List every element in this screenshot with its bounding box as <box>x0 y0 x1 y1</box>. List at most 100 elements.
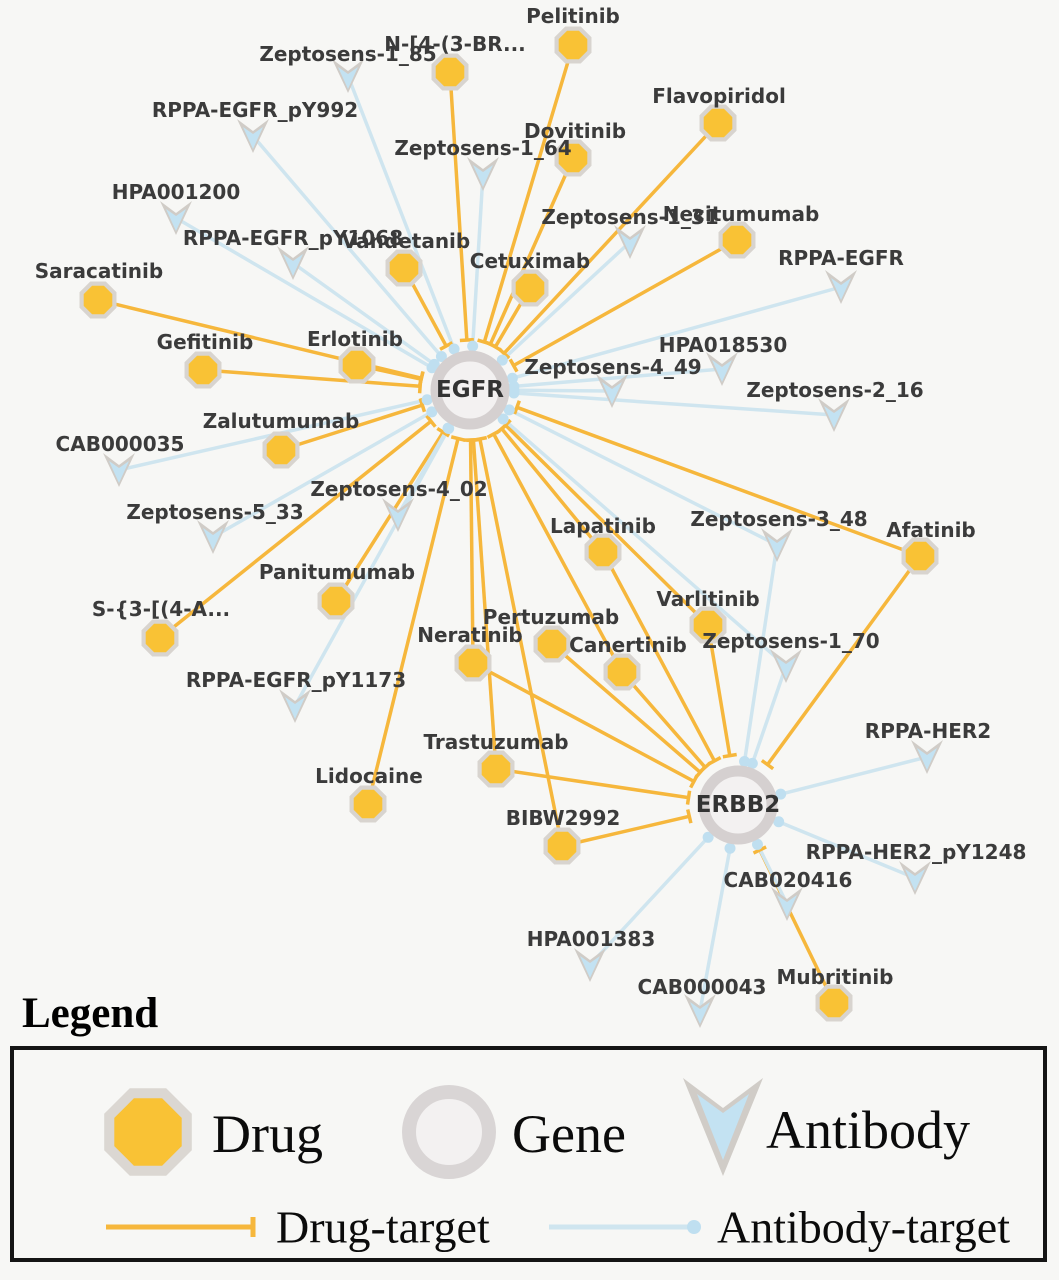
antibody-node-rppa-her2 <box>911 740 943 774</box>
drug-label-flavopiridol: Flavopiridol <box>652 84 786 108</box>
drug-target-edge-canertinib-egfr <box>492 433 624 673</box>
drug-target-tee <box>436 426 451 438</box>
antibody-node-hpa018530 <box>706 352 738 386</box>
antibody-target-dot <box>496 354 508 366</box>
antibody-label-zeptosens-2-16: Zeptosens-2_16 <box>746 378 923 402</box>
drug-label-trastuzumab: Trastuzumab <box>423 730 568 754</box>
drug-label-dovitinib: Dovitinib <box>524 119 626 143</box>
antibody-target-edge-hpa001383-erbb2 <box>588 836 710 967</box>
drug-target-tee <box>508 358 519 373</box>
drug-node-saracatinib <box>79 281 117 319</box>
antibody-target-edge-cab000043-erbb2 <box>698 847 732 1012</box>
drug-node-lidocaine <box>349 785 387 823</box>
drug-node-panitumumab <box>317 582 355 620</box>
antibody-target-edge-hpa001200-egfr <box>175 216 433 370</box>
drug-node-zalutumumab <box>262 431 300 469</box>
drug-target-tee <box>499 418 512 432</box>
drug-label-n-4-3-br: N-[4-(3-BR... <box>384 32 526 56</box>
antibody-target-dot <box>435 351 447 363</box>
drug-node-erlotinib <box>338 346 376 384</box>
drug-target-tee <box>439 341 454 351</box>
antibody-target-edge-zeptosens-1-85-egfr <box>346 75 456 350</box>
antibody-label-zeptosens-3-48: Zeptosens-3_48 <box>690 507 867 531</box>
gene-legend-icon <box>402 1085 496 1179</box>
antibody-target-edge-zeptosens-3-48-erbb2 <box>742 544 779 762</box>
antibody-target-edge-zeptosens-1-70-erbb2 <box>750 665 788 764</box>
drug-target-tee <box>722 752 737 759</box>
drug-node-canertinib <box>603 653 641 691</box>
drug-label-s-3-4-a: S-{3-[(4-A... <box>92 597 230 621</box>
drug-label-afatinib: Afatinib <box>886 518 976 542</box>
drug-node-cetuximab <box>511 269 549 307</box>
antibody-target-edge-zeptosens-4-49-egfr <box>513 388 613 393</box>
drug-node-flavopiridol <box>699 104 737 142</box>
drug-target-tee <box>472 435 488 443</box>
drug-label-lidocaine: Lidocaine <box>315 764 423 788</box>
drug-node-lapatinib <box>584 533 622 571</box>
antibody-label-zeptosens-4-49: Zeptosens-4_49 <box>524 355 701 379</box>
antibody-target-dot <box>467 340 479 352</box>
antibody-label-hpa001200: HPA001200 <box>112 180 241 204</box>
legend-box: Drug Gene Antibody Drug-target Antibody-… <box>10 1046 1047 1262</box>
antibody-target-edge-zeptosens-1-64-egfr <box>470 173 485 347</box>
drug-node-varlitinib <box>689 606 727 644</box>
antibody-label-cab000043: CAB000043 <box>638 975 767 999</box>
antibody-target-dot <box>775 788 787 800</box>
antibody-label-zeptosens-1-64: Zeptosens-1_64 <box>394 136 571 160</box>
antibody-label-rppa-her2: RPPA-HER2 <box>865 719 991 743</box>
drug-node-dovitinib <box>554 139 592 177</box>
antibody-node-hpa001383 <box>574 948 606 982</box>
antibody-label-zeptosens-4-02: Zeptosens-4_02 <box>310 477 487 501</box>
drug-target-edge-flavopiridol-egfr <box>502 121 720 355</box>
legend-title: Legend <box>22 990 159 1037</box>
drug-target-edge-varlitinib-egfr <box>504 423 710 627</box>
antibody-node-cab000043 <box>684 994 716 1028</box>
drug-node-trastuzumab <box>477 750 515 788</box>
drug-label-canertinib: Canertinib <box>569 633 687 657</box>
antibody-target-dot <box>421 394 433 406</box>
gene-label-erbb2: ERBB2 <box>696 792 781 818</box>
antibody-target-edge-rppa-egfr-egfr <box>511 285 842 380</box>
drug-target-edge-necitumumab-egfr <box>512 238 738 368</box>
antibody-target-dot <box>448 343 460 355</box>
drug-target-tee <box>417 371 425 387</box>
drug-label-pertuzumab: Pertuzumab <box>483 605 619 629</box>
drug-target-edge-lidocaine-egfr <box>366 438 460 805</box>
antibody-target-dot <box>426 406 438 418</box>
antibody-node-cab000035 <box>103 453 135 487</box>
drug-label-cetuximab: Cetuximab <box>470 249 590 273</box>
antibody-label-zeptosens-5-33: Zeptosens-5_33 <box>126 500 303 524</box>
drug-label-erlotinib: Erlotinib <box>307 327 403 351</box>
antibody-label-rppa-her2-py1248: RPPA-HER2_pY1248 <box>806 840 1027 864</box>
antibody-label-rppa-egfr-py1068: RPPA-EGFR_pY1068 <box>183 226 403 250</box>
antibody-target-legend-line <box>549 1220 701 1234</box>
antibody-node-zeptosens-5-33 <box>197 520 229 554</box>
drug-target-edge-lapatinib-egfr <box>500 427 605 554</box>
drug-label-lapatinib: Lapatinib <box>550 514 656 538</box>
drug-node-s-3-4-a <box>141 619 179 657</box>
edges-layer <box>97 44 928 1012</box>
drug-target-edge-lapatinib-erbb2 <box>601 551 717 762</box>
drug-node-gefitinib <box>184 351 222 389</box>
drug-node-pelitinib <box>554 26 592 64</box>
drug-node-pertuzumab <box>533 625 571 663</box>
antibody-target-dot <box>724 842 736 854</box>
antibody-target-edge-zeptosens-1-31-egfr <box>501 240 632 362</box>
drug-label-panitumumab: Panitumumab <box>259 560 415 584</box>
antibody-target-edge-rppa-her2-erbb2 <box>780 755 928 796</box>
antibody-node-zeptosens-1-31 <box>614 225 646 259</box>
antibody-node-rppa-egfr <box>825 270 857 304</box>
antibody-target-edge-zeptosens-2-16-egfr <box>513 391 835 417</box>
antibody-label-hpa001383: HPA001383 <box>527 927 656 951</box>
drug-target-tee <box>459 337 474 343</box>
antibody-node-rppa-her2-py1248 <box>899 861 931 895</box>
drug-target-tee <box>486 429 501 439</box>
antibody-node-cab020416 <box>771 887 803 921</box>
legend-drug-target-label: Drug-target <box>276 1201 490 1253</box>
drug-target-edge-afatinib-erbb2 <box>766 554 922 766</box>
antibody-target-edge-zeptosens-5-33-egfr <box>212 410 433 539</box>
drug-target-tee <box>512 400 521 415</box>
drug-label-neratinib: Neratinib <box>417 623 523 647</box>
antibody-node-rppa-egfr-py1068 <box>277 246 309 280</box>
